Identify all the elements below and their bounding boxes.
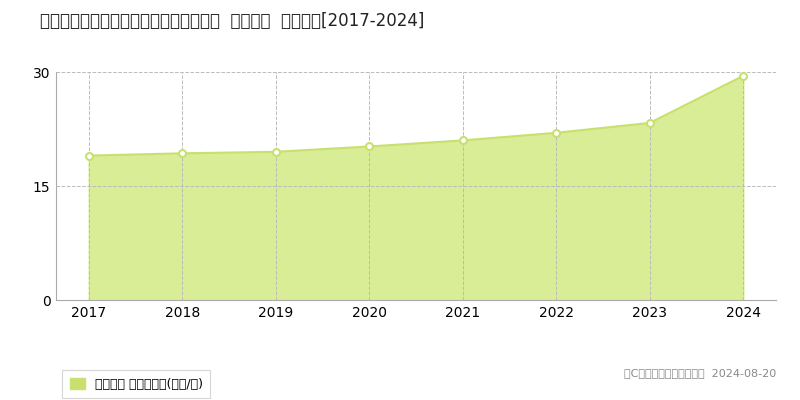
Text: 宮城県仙台市青葉区栗生６丁目８番１外  地価公示  地価推移[2017-2024]: 宮城県仙台市青葉区栗生６丁目８番１外 地価公示 地価推移[2017-2024] — [40, 12, 424, 30]
Legend: 地価公示 平均坪単価(万円/坪): 地価公示 平均坪単価(万円/坪) — [62, 370, 210, 398]
Text: （C）土地価格ドットコム  2024-08-20: （C）土地価格ドットコム 2024-08-20 — [624, 368, 776, 378]
